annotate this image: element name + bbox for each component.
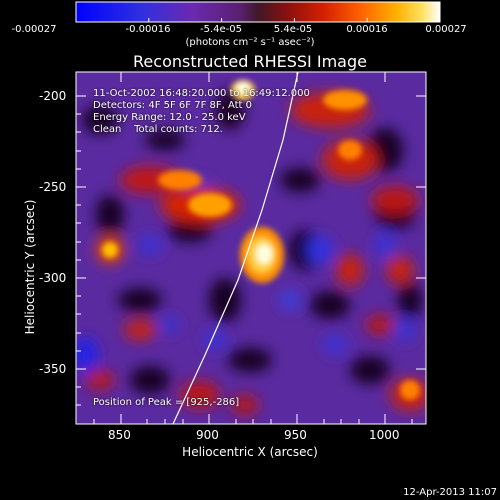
x-axis-label: Heliocentric X (arcsec) [182,445,318,459]
colorbar-tick-label: -0.00016 [125,24,171,35]
y-tick-label: -200 [39,89,67,103]
x-tick-label: 1000 [369,428,400,442]
colorbar-tick-label: 0.00016 [346,24,388,35]
detectors-annotation: Detectors: 4F 5F 6F 7F 8F, Att 0 [93,100,253,111]
clean-counts-annotation: Clean Total counts: 712. [93,124,223,135]
y-axis-ticks [76,95,426,406]
colorbar-tick-label: 5.4e-05 [273,24,313,35]
energy-range-annotation: Energy Range: 12.0 - 25.0 keV [93,112,246,123]
colorbar-tick-label: 0.00027 [425,24,467,35]
y-tick-label: -300 [39,271,67,285]
plot-title: Reconstructed RHESSI Image [133,52,367,71]
x-tick-label: 900 [196,428,219,442]
time-range-annotation: 11-Oct-2002 16:48:20.000 to 16:49:12.000 [93,88,310,99]
peak-position-annotation: Position of Peak = [925,-286] [93,397,240,408]
y-tick-label: -350 [39,362,67,376]
x-tick-label: 950 [284,428,307,442]
colorbar-tick-label: -0.00027 [11,24,57,35]
solar-limb-line [172,72,299,424]
plot-frame [75,71,427,425]
timestamp: 12-Apr-2013 11:07 [403,487,497,498]
colorbar-tick-label: -5.4e-05 [200,24,242,35]
y-axis-label: Heliocentric Y (arcsec) [23,199,37,335]
image-map [76,72,426,424]
x-tick-label: 850 [108,428,131,442]
x-axis-ticks [93,72,413,424]
colorbar [75,1,441,23]
y-tick-label: -250 [39,180,67,194]
colorbar-gradient [75,1,441,23]
colorbar-units: (photons cm⁻² s⁻¹ asec⁻²) [185,37,315,48]
